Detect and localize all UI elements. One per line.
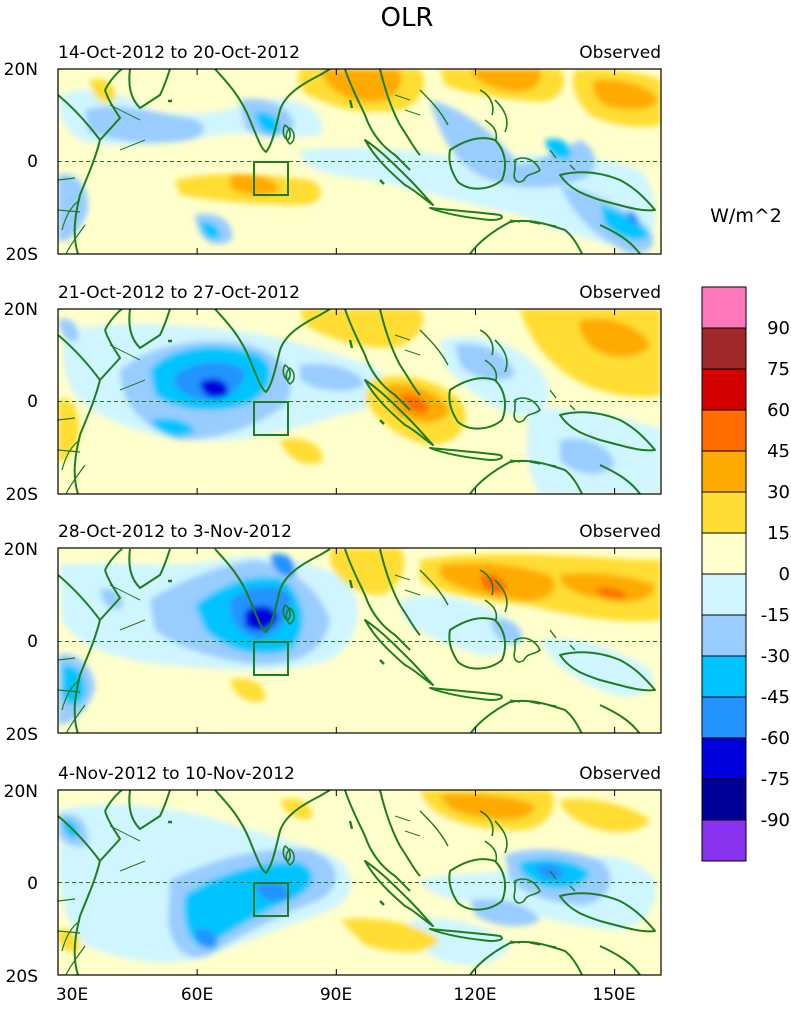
panel-period-label: 28-Oct-2012 to 3-Nov-2012 [58,522,292,542]
colorbar-label: -90 [761,810,790,831]
y-tick-label: 20S [6,245,38,265]
panel-period-label: 14-Oct-2012 to 20-Oct-2012 [58,43,300,63]
index-box [253,882,289,917]
y-tick-label: 0 [27,152,38,172]
panel-observed-label: Observed [579,764,661,784]
colorbar-swatch [701,286,747,329]
panel-3: 28-Oct-2012 to 3-Nov-2012 Observed [4,522,662,745]
colorbar-swatch [701,573,747,616]
panel-period-label: 4-Nov-2012 to 10-Nov-2012 [58,764,295,784]
panel-observed-label: Observed [579,522,661,542]
panel-2: 21-Oct-2012 to 27-Oct-2012 Observed [4,283,662,505]
olr-field [58,790,661,975]
x-tick-label: 90E [320,985,352,1005]
index-box [253,161,289,196]
y-tick-label: 20N [4,782,38,802]
colorbar-label: -30 [761,646,790,667]
panel-frame [57,308,662,495]
units-label: W/m^2 [710,205,782,227]
y-tick-label: 0 [27,874,38,894]
colorbar-swatch [701,614,747,657]
colorbar-swatch [701,819,747,862]
panel-period-label: 21-Oct-2012 to 27-Oct-2012 [58,283,300,303]
y-tick-label: 20N [4,540,38,560]
olr-field [58,548,661,733]
olr-field [58,309,661,494]
colorbar-label: 45 [767,441,790,462]
y-tick-label: 0 [27,392,38,412]
colorbar-label: -60 [761,728,790,749]
x-axis: 30E 60E 90E 120E 150E [56,69,636,1005]
panel-1: 14-Oct-2012 to 20-Oct-2012 Observed [4,43,662,265]
colorbar-swatch [701,532,747,575]
colorbar-label: 90 [767,318,790,339]
colorbar-swatch [701,450,747,493]
panel-frame [57,547,662,734]
colorbar-label: 30 [767,482,790,503]
y-tick-label: 20S [6,967,38,987]
colorbar-swatch [701,696,747,739]
colorbar-label: 0 [779,564,790,585]
x-tick-label: 60E [181,985,213,1005]
y-tick-label: 20N [4,300,38,320]
colorbar-label: -15 [761,605,790,626]
y-tick-label: 0 [27,632,38,652]
figure-title: OLR [380,3,433,33]
y-tick-label: 20S [6,485,38,505]
colorbar: W/m^2 90 75 60 45 30 15 0 -15 -30 -45 -60 -75 -90 [701,205,790,862]
y-tick-label: 20N [4,60,38,80]
x-tick-label: 150E [592,985,635,1005]
colorbar-swatch [701,409,747,452]
olr-field [58,69,661,254]
panel-frame [57,789,662,976]
x-tick-label: 30E [56,985,88,1005]
colorbar-label: 75 [767,359,790,380]
colorbar-swatch [701,327,747,370]
panel-frame [57,68,662,255]
colorbar-swatch [701,368,747,411]
index-box [253,401,289,436]
y-tick-label: 20S [6,725,38,745]
colorbar-swatch [701,655,747,698]
colorbar-label: -45 [761,687,790,708]
panel-observed-label: Observed [579,43,661,63]
colorbar-label: 60 [767,400,790,421]
colorbar-swatch [701,491,747,534]
index-box [253,641,289,676]
x-tick-label: 120E [453,985,496,1005]
colorbar-label: 15 [767,523,790,544]
panel-4: 4-Nov-2012 to 10-Nov-2012 Observed [4,764,662,987]
panel-observed-label: Observed [579,283,661,303]
colorbar-label: -75 [761,769,790,790]
colorbar-swatch [701,737,747,780]
colorbar-swatch [701,778,747,821]
